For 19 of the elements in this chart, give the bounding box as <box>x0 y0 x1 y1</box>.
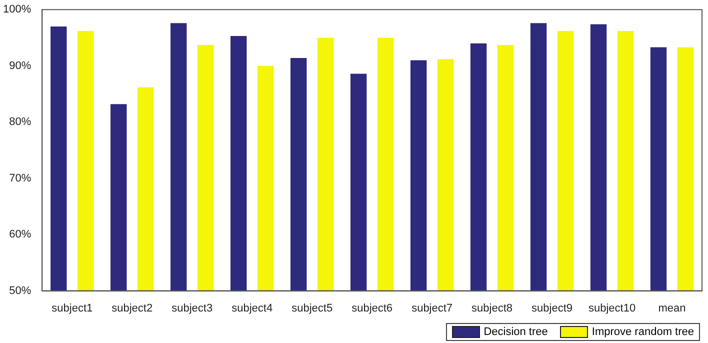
y-tick-label: 100% <box>2 4 32 16</box>
y-tick-label: 60% <box>9 228 32 241</box>
y-tick-label: 80% <box>9 116 32 128</box>
x-tick-label: subject1 <box>52 302 93 314</box>
y-tick-label: 70% <box>9 172 32 184</box>
x-tick-label: subject7 <box>412 302 453 314</box>
legend-label: Improve random tree <box>592 326 694 338</box>
y-tick-label: 90% <box>9 60 32 72</box>
x-tick-label: subject10 <box>588 302 636 314</box>
x-tick-label: subject5 <box>292 302 333 314</box>
x-tick-label: subject9 <box>532 302 573 314</box>
legend-label: Decision tree <box>484 326 548 338</box>
x-tick-label: subject2 <box>112 302 153 314</box>
x-tick-label: subject4 <box>232 302 273 314</box>
x-tick-label: subject8 <box>472 302 513 314</box>
y-tick-label: 50% <box>9 284 32 297</box>
x-tick-label: mean <box>658 302 686 314</box>
x-tick-label: subject6 <box>352 302 393 314</box>
x-tick-label: subject3 <box>172 302 213 314</box>
